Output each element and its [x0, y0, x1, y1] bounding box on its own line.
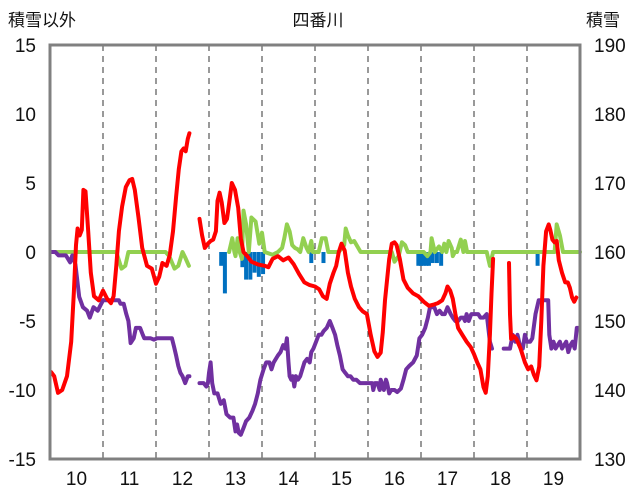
bar: [434, 252, 439, 264]
y-left-label: 積雪以外: [8, 11, 76, 31]
y-right-tick-label: 150: [594, 312, 626, 333]
y-right-tick-label: 190: [594, 36, 626, 57]
y-right-tick-label: 140: [594, 381, 626, 402]
bar: [421, 252, 426, 266]
bar: [321, 252, 326, 264]
y-right-tick-label: 170: [594, 174, 626, 195]
y-left-tick-label: -10: [9, 381, 36, 402]
tick-labels: 15 10 5 0 -5 -10 -15 190 180 170 160 150 140 130 10 11 1…: [9, 36, 626, 490]
bar: [430, 252, 435, 264]
series-line: [49, 131, 579, 395]
series-line: [49, 208, 582, 271]
bar: [426, 252, 431, 266]
x-tick-label: 17: [437, 469, 458, 490]
bar: [248, 252, 253, 280]
x-tick-label: 18: [490, 469, 511, 490]
bar: [309, 252, 314, 264]
bar: [439, 252, 444, 266]
x-tick-label: 12: [172, 469, 193, 490]
y-left-tick-label: 10: [15, 105, 36, 126]
y-left-tick-label: 0: [25, 243, 36, 264]
x-tick-label: 11: [120, 469, 140, 490]
x-tick-label: 15: [331, 469, 352, 490]
chart-title: 四番川: [293, 11, 344, 31]
bar: [219, 252, 224, 266]
bar: [222, 252, 227, 294]
y-left-tick-label: -5: [19, 312, 36, 333]
bar: [535, 252, 540, 266]
y-left-tick-label: 5: [25, 174, 36, 195]
x-tick-label: 19: [543, 469, 564, 490]
y-right-tick-label: 180: [594, 105, 626, 126]
y-left-tick-label: 15: [15, 36, 36, 57]
x-tick-label: 16: [384, 469, 405, 490]
bar: [419, 252, 423, 266]
x-tick-label: 14: [278, 469, 300, 490]
x-tick-label: 13: [225, 469, 246, 490]
plot-frame: [48, 43, 582, 461]
bar: [416, 252, 421, 266]
bar: [244, 252, 249, 280]
x-tick-label: 10: [66, 469, 87, 490]
vertical-gridlines: [49, 45, 528, 459]
series-layer: [49, 131, 582, 437]
y-right-tick-label: 130: [594, 450, 626, 471]
y-right-tick-label: 160: [594, 243, 626, 264]
bar: [424, 252, 429, 266]
y-right-label: 積雪: [586, 11, 620, 31]
y-left-tick-label: -15: [9, 450, 36, 471]
bar: [261, 252, 266, 275]
series-line: [49, 250, 581, 437]
